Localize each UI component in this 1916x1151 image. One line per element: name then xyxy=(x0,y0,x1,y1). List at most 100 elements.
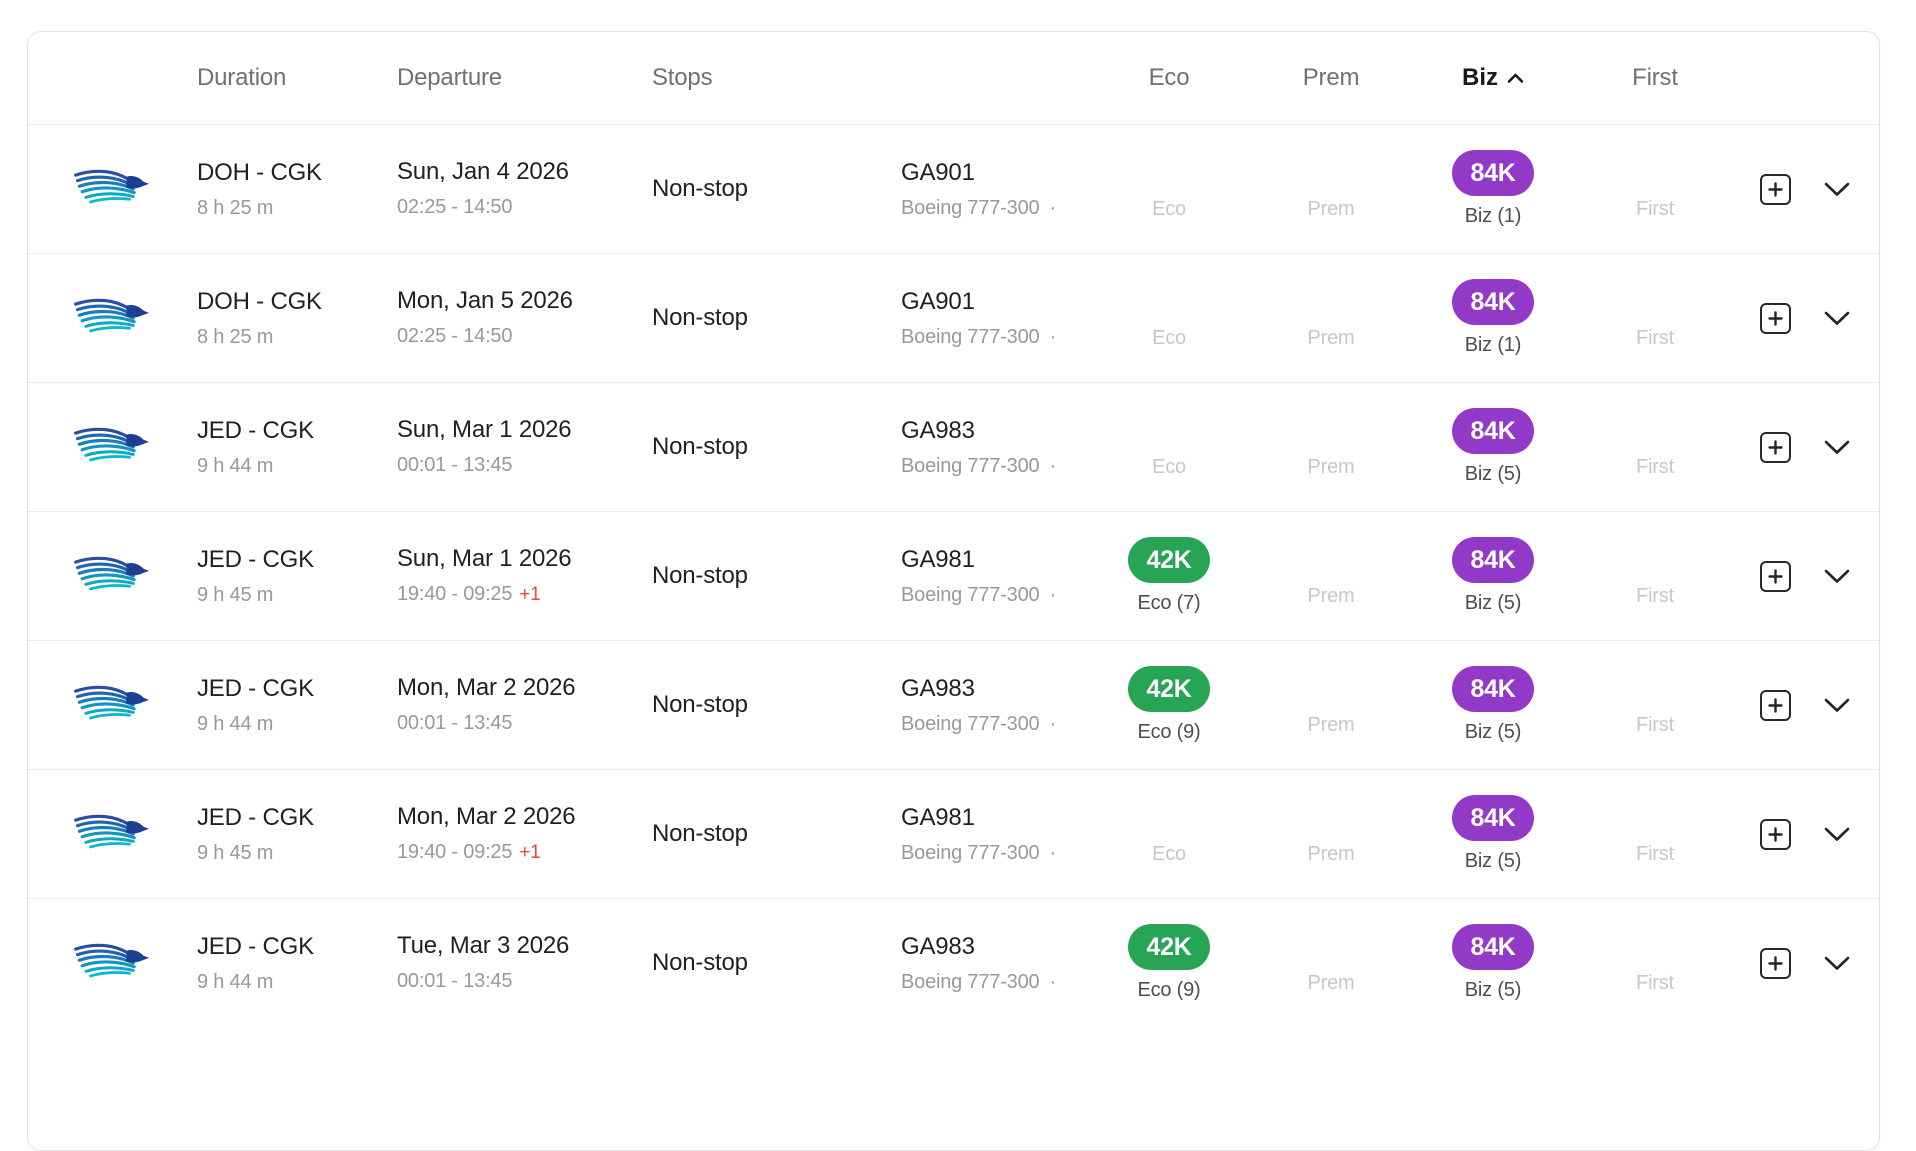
first-unavailable-x-icon xyxy=(1645,808,1665,828)
airline-logo xyxy=(28,937,173,989)
prem-unavailable-x-icon xyxy=(1321,163,1341,183)
flight-row[interactable]: JED - CGK 9 h 45 m Mon, Mar 2 2026 19:40 -… xyxy=(28,769,1879,898)
cabin-label: First xyxy=(1636,842,1674,865)
cabin-label: First xyxy=(1636,455,1674,478)
route: JED - CGK xyxy=(197,674,314,702)
flight-row[interactable]: JED - CGK 9 h 44 m Sun, Mar 1 2026 00:01 -… xyxy=(28,382,1879,511)
departure-time: 19:40 - 09:25 +1 xyxy=(397,841,541,863)
prem-unavailable-x-icon xyxy=(1321,421,1341,441)
eco-cell: 42K Eco (9) xyxy=(1088,924,1250,1002)
aircraft-dot-separator: · xyxy=(1049,841,1056,864)
flight-number: GA901 xyxy=(901,287,975,315)
prem-unavailable-x-icon xyxy=(1321,550,1341,570)
plus-icon xyxy=(1768,697,1783,713)
add-button[interactable] xyxy=(1760,689,1791,721)
garuda-airline-logo-icon xyxy=(73,169,151,204)
departure-date: Mon, Mar 2 2026 xyxy=(397,674,576,701)
prem-cell: Prem xyxy=(1250,932,1412,995)
prem-cell: Prem xyxy=(1250,158,1412,221)
plus-icon xyxy=(1768,826,1783,842)
biz-price-badge[interactable]: 84K xyxy=(1451,408,1535,454)
add-button[interactable] xyxy=(1760,947,1791,979)
flight-row[interactable]: JED - CGK 9 h 44 m Tue, Mar 3 2026 00:01 -… xyxy=(28,898,1879,1027)
cabin-label: Eco (9) xyxy=(1137,979,1201,1001)
biz-header-label: Biz xyxy=(1462,64,1498,91)
eco-price-badge[interactable]: 42K xyxy=(1127,924,1211,970)
add-button[interactable] xyxy=(1760,818,1791,850)
aircraft: Boeing 777-300 · xyxy=(901,583,1056,606)
first-cell: First xyxy=(1574,287,1736,350)
route: DOH - CGK xyxy=(197,158,322,186)
first-cell: First xyxy=(1574,416,1736,479)
biz-price-badge[interactable]: 84K xyxy=(1451,279,1535,325)
eco-cell: Eco xyxy=(1088,416,1250,479)
eco-price-badge[interactable]: 42K xyxy=(1127,666,1211,712)
eco-cell: Eco xyxy=(1088,158,1250,221)
prem-cell: Prem xyxy=(1250,803,1412,866)
biz-price-badge[interactable]: 84K xyxy=(1451,666,1535,712)
cabin-label: Eco xyxy=(1152,326,1186,349)
duration: 8 h 25 m xyxy=(197,196,274,219)
biz-price-badge[interactable]: 84K xyxy=(1451,795,1535,841)
duration: 9 h 44 m xyxy=(197,970,274,993)
prem-unavailable-x-icon xyxy=(1321,292,1341,312)
eco-cell: Eco xyxy=(1088,287,1250,350)
route: JED - CGK xyxy=(197,803,314,831)
aircraft-dot-separator: · xyxy=(1049,970,1056,993)
column-header-first[interactable]: First xyxy=(1632,64,1678,91)
biz-price-badge[interactable]: 84K xyxy=(1451,150,1535,196)
plus-icon xyxy=(1768,181,1783,197)
eco-unavailable-x-icon xyxy=(1159,808,1179,828)
expand-row-chevron-icon[interactable] xyxy=(1824,956,1850,971)
stops: Non-stop xyxy=(652,304,748,331)
flight-row[interactable]: JED - CGK 9 h 44 m Mon, Mar 2 2026 00:01 -… xyxy=(28,640,1879,769)
table-header: Duration Departure Stops Eco Prem Biz Fi… xyxy=(28,32,1879,124)
eco-unavailable-x-icon xyxy=(1159,292,1179,312)
route: JED - CGK xyxy=(197,545,314,573)
aircraft: Boeing 777-300 · xyxy=(901,841,1056,864)
first-unavailable-x-icon xyxy=(1645,421,1665,441)
eco-price-badge[interactable]: 42K xyxy=(1127,537,1211,583)
airline-logo xyxy=(28,292,173,344)
expand-row-chevron-icon[interactable] xyxy=(1824,698,1850,713)
cabin-label: Eco xyxy=(1152,455,1186,478)
prem-cell: Prem xyxy=(1250,416,1412,479)
column-header-eco[interactable]: Eco xyxy=(1148,64,1190,91)
add-button[interactable] xyxy=(1760,173,1791,205)
expand-row-chevron-icon[interactable] xyxy=(1824,311,1850,326)
expand-row-chevron-icon[interactable] xyxy=(1824,569,1850,584)
column-header-duration: Duration xyxy=(197,64,287,91)
flight-row[interactable]: DOH - CGK 8 h 25 m Sun, Jan 4 2026 02:25 -… xyxy=(28,124,1879,253)
column-header-prem[interactable]: Prem xyxy=(1302,64,1360,91)
departure-time: 00:01 - 13:45 xyxy=(397,712,513,734)
aircraft-dot-separator: · xyxy=(1049,583,1056,606)
duration: 9 h 45 m xyxy=(197,583,274,606)
departure-time: 02:25 - 14:50 xyxy=(397,196,513,218)
add-button[interactable] xyxy=(1760,302,1791,334)
flight-row[interactable]: DOH - CGK 8 h 25 m Mon, Jan 5 2026 02:25 -… xyxy=(28,253,1879,382)
eco-unavailable-x-icon xyxy=(1159,421,1179,441)
expand-row-chevron-icon[interactable] xyxy=(1824,182,1850,197)
flight-row[interactable]: JED - CGK 9 h 45 m Sun, Mar 1 2026 19:40 -… xyxy=(28,511,1879,640)
expand-row-chevron-icon[interactable] xyxy=(1824,440,1850,455)
garuda-airline-logo-icon xyxy=(73,298,151,333)
biz-cell: 84K Biz (1) xyxy=(1412,279,1574,357)
airline-logo xyxy=(28,163,173,215)
add-button[interactable] xyxy=(1760,431,1791,463)
cabin-label: First xyxy=(1636,197,1674,220)
departure-date: Sun, Jan 4 2026 xyxy=(397,158,569,185)
biz-cell: 84K Biz (5) xyxy=(1412,795,1574,873)
cabin-label: Prem xyxy=(1307,197,1355,220)
route: DOH - CGK xyxy=(197,287,322,315)
expand-row-chevron-icon[interactable] xyxy=(1824,827,1850,842)
aircraft-dot-separator: · xyxy=(1049,196,1056,219)
cabin-label: Biz (5) xyxy=(1464,850,1522,872)
airline-logo xyxy=(28,550,173,602)
biz-price-badge[interactable]: 84K xyxy=(1451,924,1535,970)
garuda-airline-logo-icon xyxy=(73,685,151,720)
biz-price-badge[interactable]: 84K xyxy=(1451,537,1535,583)
duration: 9 h 44 m xyxy=(197,712,274,735)
first-unavailable-x-icon xyxy=(1645,163,1665,183)
add-button[interactable] xyxy=(1760,560,1791,592)
column-header-biz-sorted[interactable]: Biz xyxy=(1412,64,1574,92)
